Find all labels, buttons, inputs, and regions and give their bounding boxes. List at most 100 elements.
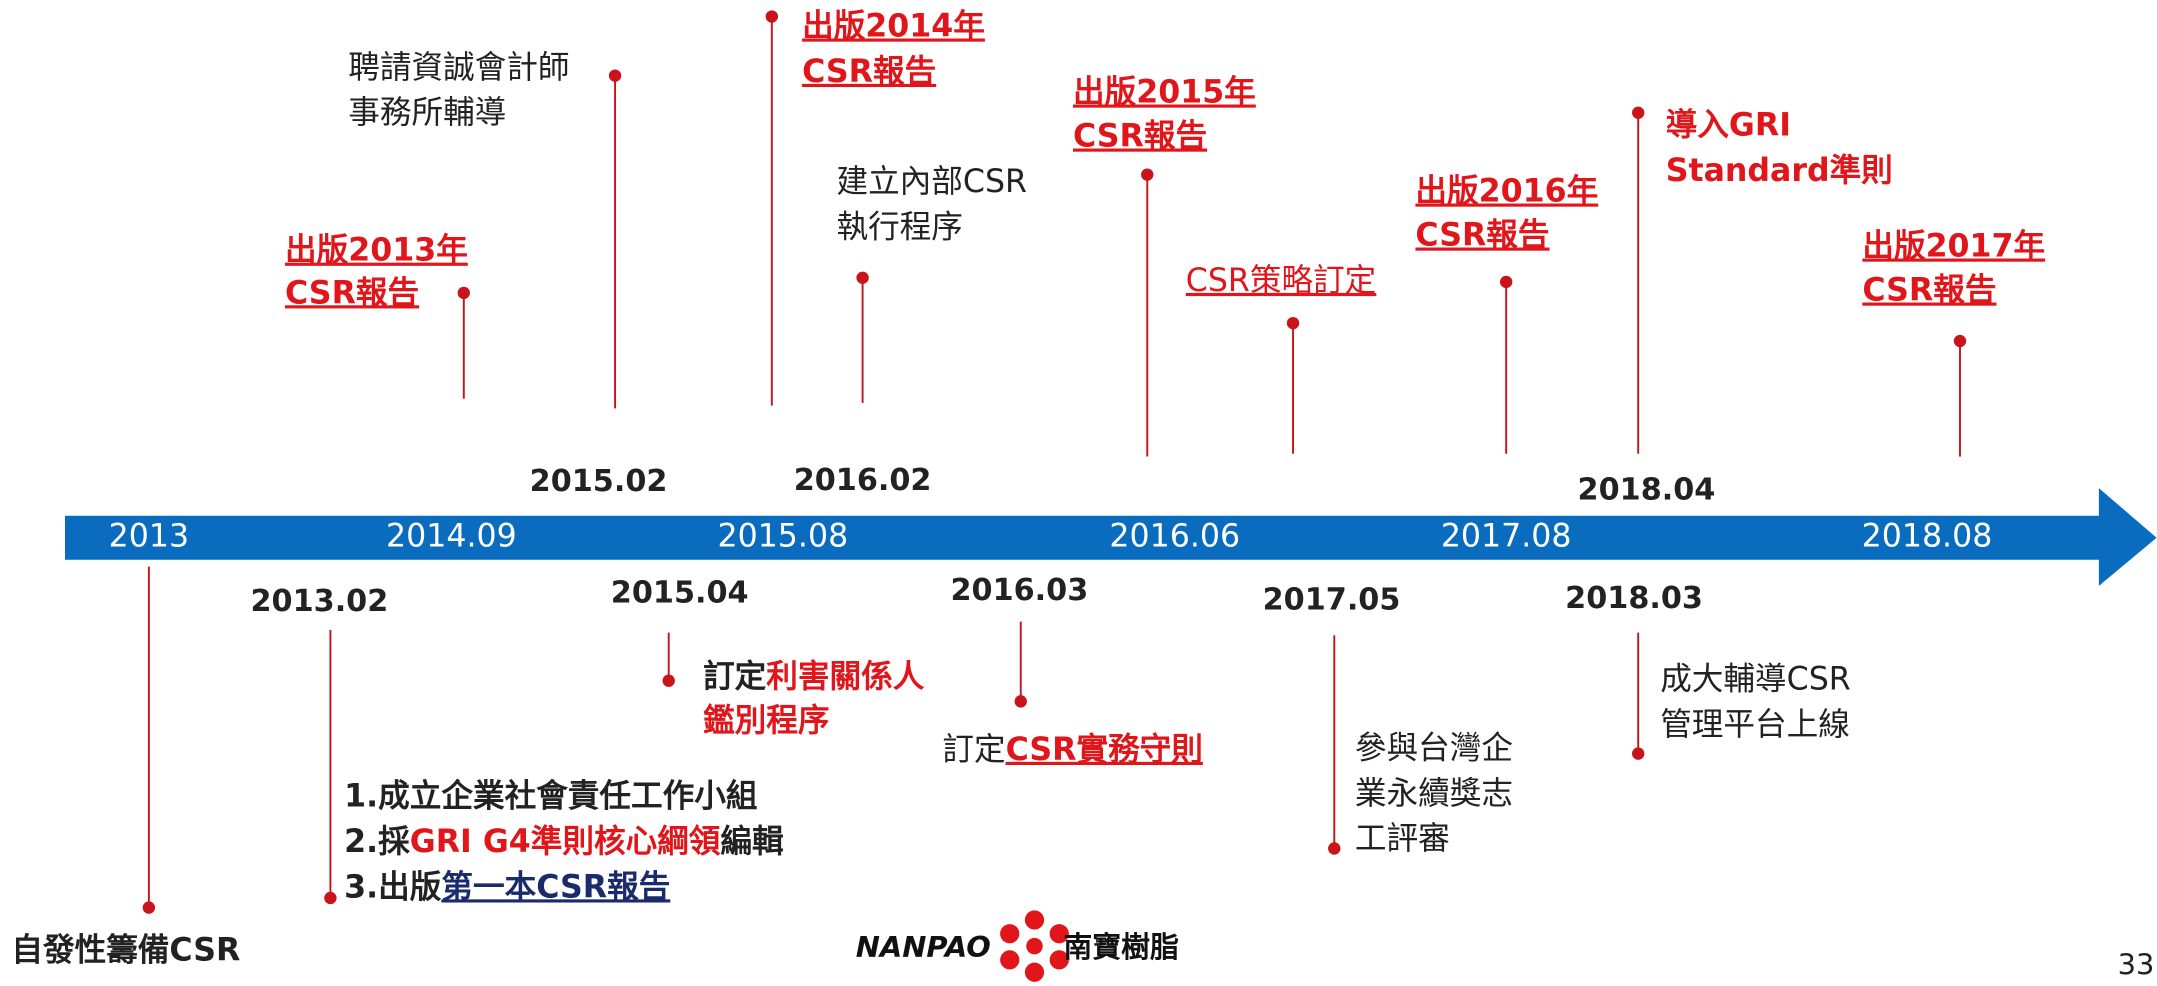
event-text-segment: Standard準則 <box>1666 152 1893 189</box>
event-text-segment: CSR報告 <box>1415 218 1549 254</box>
event-text: CSR報告 <box>285 275 419 311</box>
event-text-segment: 訂定 <box>703 658 767 695</box>
event-text: 工評審 <box>1355 821 1450 857</box>
event-text-segment: 出版2013年 <box>285 233 468 269</box>
timeline-label: 2013 <box>109 519 189 555</box>
event-text-segment: 第一本CSR報告 <box>441 869 670 905</box>
event-text: 出版2013年 <box>285 233 468 269</box>
logo: NANPAO 南寶樹脂 <box>856 910 1179 982</box>
event-dot <box>457 286 470 300</box>
event-dot <box>1286 316 1300 330</box>
event-text-segment: CSR實務守則 <box>1006 732 1203 768</box>
event-text: 導入GRI <box>1666 108 1791 144</box>
event-text: 2.採GRI G4準則核心綱領編輯 <box>344 823 783 860</box>
event-text: CSR報告 <box>1862 273 1996 309</box>
event-text: 成大輔導CSR <box>1660 662 1851 698</box>
event-text: 3.出版第一本CSR報告 <box>344 869 670 905</box>
event-text-segment: 出版2017年 <box>1862 229 2045 265</box>
date-label: 2018.03 <box>1565 581 1703 616</box>
event-text: 鑑別程序 <box>703 702 829 739</box>
event-text-segment: CSR報告 <box>1073 119 1207 155</box>
event-text: 訂定CSR實務守則 <box>942 732 1203 768</box>
event-dot <box>142 901 156 914</box>
timeline-label: 2014.09 <box>386 519 517 555</box>
event-text-segment: 出版2015年 <box>1073 75 1256 111</box>
date-label: 2015.04 <box>611 576 749 611</box>
event-text-segment: 自發性籌備CSR <box>11 933 240 969</box>
event-text-segment: CSR策略訂定 <box>1186 263 1377 299</box>
event-text-segment: CSR報告 <box>285 275 419 311</box>
event-text: CSR報告 <box>802 54 936 90</box>
event-dot <box>856 271 869 284</box>
event-text-segment: 1.成立企業社會責任工作小組 <box>344 778 757 815</box>
event-text-segment: 成大輔導CSR <box>1660 662 1851 698</box>
event-text-segment: 2.採 <box>344 824 410 860</box>
event-dot <box>1328 842 1341 855</box>
event-dot <box>608 69 622 82</box>
timeline-label: 2018.08 <box>1862 519 1993 555</box>
event-text-segment: 工評審 <box>1355 821 1450 857</box>
event-text: 出版2015年 <box>1073 75 1256 111</box>
event-text-segment: 執行程序 <box>836 209 962 245</box>
event-text: 自發性籌備CSR <box>11 933 240 969</box>
event-text: CSR策略訂定 <box>1186 263 1377 299</box>
event-text-segment: 利害關係人 <box>766 659 924 695</box>
event-text-segment: 鑑別程序 <box>703 702 829 739</box>
event-text-segment: 參與台灣企 <box>1355 730 1513 766</box>
date-label: 2017.05 <box>1263 582 1401 617</box>
event-text-segment: 編輯 <box>720 824 783 860</box>
event-text-segment: 業永續獎志 <box>1355 776 1513 812</box>
event-text-segment: 出版2014年 <box>802 9 985 45</box>
event-text-segment: 訂定 <box>942 732 1005 768</box>
event-text: 業永續獎志 <box>1355 776 1513 812</box>
event-text-segment: 3.出版 <box>344 869 442 905</box>
logo-name: 南寶樹脂 <box>1063 930 1179 964</box>
event-dot <box>324 891 337 905</box>
event-text-segment: GRI G4準則核心綱領 <box>410 823 721 860</box>
event-text: 出版2014年 <box>802 9 985 45</box>
page-number: 33 <box>2118 948 2155 982</box>
timeline-arrow <box>64 488 2157 586</box>
event-dot <box>765 10 779 23</box>
timeline-label: 2016.06 <box>1109 519 1240 555</box>
event-dot <box>1014 695 1027 708</box>
event-dot <box>1141 168 1154 181</box>
event-text-segment: 事務所輔導 <box>348 95 506 131</box>
logo-mark <box>1000 910 1069 982</box>
event-text-segment: CSR報告 <box>1862 273 1996 309</box>
event-text: 事務所輔導 <box>348 95 506 131</box>
event-text-segment: CSR報告 <box>802 54 936 90</box>
event-dot <box>1953 334 1967 348</box>
date-label: 2013.02 <box>251 584 389 619</box>
timeline-label: 2017.08 <box>1441 519 1572 555</box>
event-dot <box>1632 747 1645 760</box>
logo-brand: NANPAO <box>856 930 991 964</box>
event-text-segment: 管理平台上線 <box>1660 707 1850 743</box>
event-text: CSR報告 <box>1415 218 1549 254</box>
timeline-label: 2015.08 <box>717 519 848 555</box>
date-label: 2018.04 <box>1578 472 1716 507</box>
event-dot <box>1499 275 1513 289</box>
event-dot <box>662 674 675 687</box>
event-text-segment: 出版2016年 <box>1415 174 1598 210</box>
event-text: 執行程序 <box>836 209 962 245</box>
event-text: CSR報告 <box>1073 119 1207 155</box>
event-text: 參與台灣企 <box>1355 730 1513 766</box>
date-label: 2016.03 <box>950 573 1088 608</box>
event-text: 管理平台上線 <box>1660 707 1850 743</box>
event-text-segment: 聘請資誠會計師 <box>348 50 569 86</box>
date-label: 2016.02 <box>794 463 932 498</box>
event-text: 1.成立企業社會責任工作小組 <box>344 778 757 815</box>
event-text: 出版2017年 <box>1862 229 2045 265</box>
event-text: 訂定利害關係人 <box>703 658 925 695</box>
event-text: Standard準則 <box>1666 152 1893 189</box>
date-label: 2015.02 <box>530 464 668 499</box>
event-text-segment: 導入GRI <box>1666 108 1791 144</box>
event-text-segment: 建立內部CSR <box>836 164 1027 200</box>
event-text: 聘請資誠會計師 <box>348 50 569 86</box>
event-text: 建立內部CSR <box>836 164 1027 200</box>
event-text: 出版2016年 <box>1415 174 1598 210</box>
event-dot <box>1632 106 1645 119</box>
